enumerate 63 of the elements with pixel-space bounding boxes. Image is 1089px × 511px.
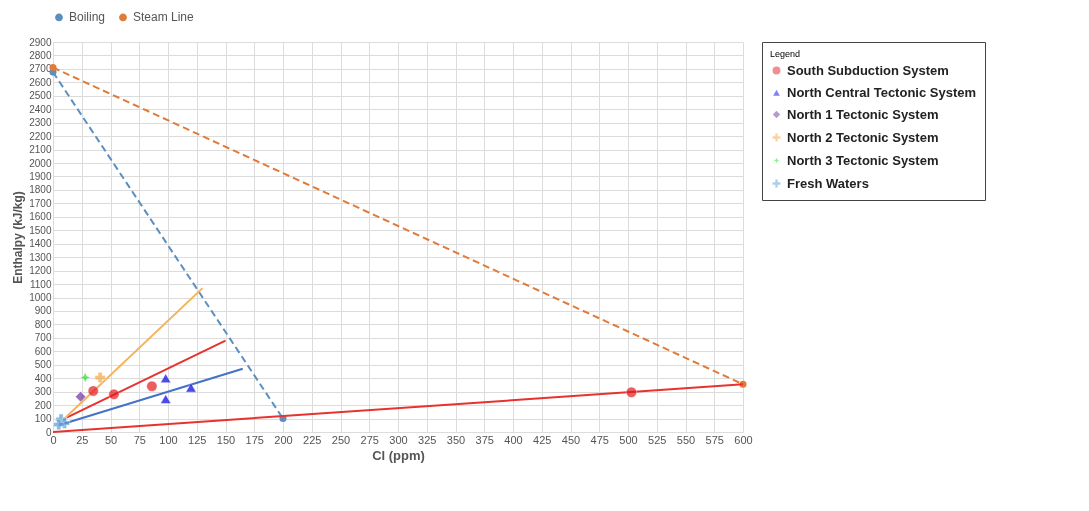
x-tick-label: 200 — [274, 433, 293, 446]
x-tick-label: 500 — [619, 433, 638, 446]
y-tick-label: 1100 — [29, 278, 52, 290]
x-tick-label: 125 — [188, 433, 207, 446]
legend-label: North 2 Tectonic System — [787, 129, 939, 145]
x-tick-label: 275 — [360, 433, 379, 446]
y-tick-label: 1700 — [29, 197, 52, 209]
x-tick-label: 25 — [76, 433, 89, 446]
y-tick-label: 1300 — [29, 251, 52, 263]
legend-label: North Central Tectonic System — [787, 84, 977, 100]
x-tick-label: 75 — [133, 433, 146, 446]
y-tick-label: 1400 — [29, 238, 52, 250]
y-tick-label: 2300 — [29, 117, 52, 129]
x-tick-label: 600 — [734, 433, 753, 446]
y-tick-label: 2000 — [29, 157, 52, 169]
y-axis-title: Enthalpy (kJ/kg) — [11, 191, 26, 284]
x-tick-label: 50 — [104, 433, 118, 446]
x-tick-label: 100 — [159, 433, 178, 446]
x-tick-label: 350 — [446, 433, 466, 446]
x-tick-label: 400 — [504, 433, 523, 446]
x-tick-label: 525 — [648, 433, 667, 446]
y-tick-label: 1000 — [29, 292, 52, 304]
y-tick-label: 300 — [34, 386, 52, 398]
legend-label: South Subduction System — [787, 62, 949, 78]
x-tick-label: 250 — [331, 433, 351, 446]
x-tick-label: 325 — [418, 433, 437, 446]
y-tick-label: 2100 — [29, 144, 52, 156]
y-tick-label: 100 — [34, 413, 52, 425]
y-tick-label: 900 — [34, 305, 52, 317]
y-tick-label: 600 — [34, 345, 52, 357]
y-tick-label: 700 — [34, 332, 52, 344]
y-tick-label: 2900 — [29, 36, 52, 48]
x-tick-label: 300 — [389, 433, 408, 446]
y-tick-label: 500 — [34, 359, 52, 371]
x-tick-label: 225 — [303, 433, 322, 446]
legend-title: Legend — [770, 49, 801, 59]
legend-label: Fresh Waters — [787, 175, 869, 191]
x-tick-label: 175 — [245, 433, 264, 446]
y-tick-label: 400 — [34, 372, 52, 384]
x-tick-label: 150 — [216, 433, 236, 446]
x-tick-label: 450 — [561, 433, 581, 446]
y-tick-label: 200 — [34, 399, 52, 411]
y-tick-label: 1600 — [29, 211, 52, 223]
y-tick-label: 800 — [34, 318, 52, 330]
y-tick-label: 1900 — [29, 170, 52, 182]
x-axis-title: Cl (ppm) — [372, 447, 425, 463]
y-tick-label: 2600 — [29, 76, 52, 88]
y-tick-label: 1500 — [29, 224, 52, 236]
legend-label: Steam Line — [133, 10, 195, 25]
x-tick-label: 475 — [590, 433, 609, 446]
x-tick-label: 425 — [533, 433, 552, 446]
y-tick-label: 2500 — [29, 90, 52, 102]
x-tick-label: 375 — [475, 433, 494, 446]
y-tick-label: 1800 — [29, 184, 52, 196]
x-tick-label: 575 — [705, 433, 724, 446]
legend-label: Boiling — [69, 10, 106, 25]
x-tick-label: 550 — [676, 433, 696, 446]
y-tick-label: 2200 — [29, 130, 52, 142]
legend-label: North 3 Tectonic System — [787, 152, 939, 168]
y-tick-label: 2800 — [29, 49, 52, 61]
legend-label: North 1 Tectonic System — [787, 106, 939, 122]
y-tick-label: 2400 — [29, 103, 52, 115]
y-tick-label: 1200 — [29, 265, 52, 277]
